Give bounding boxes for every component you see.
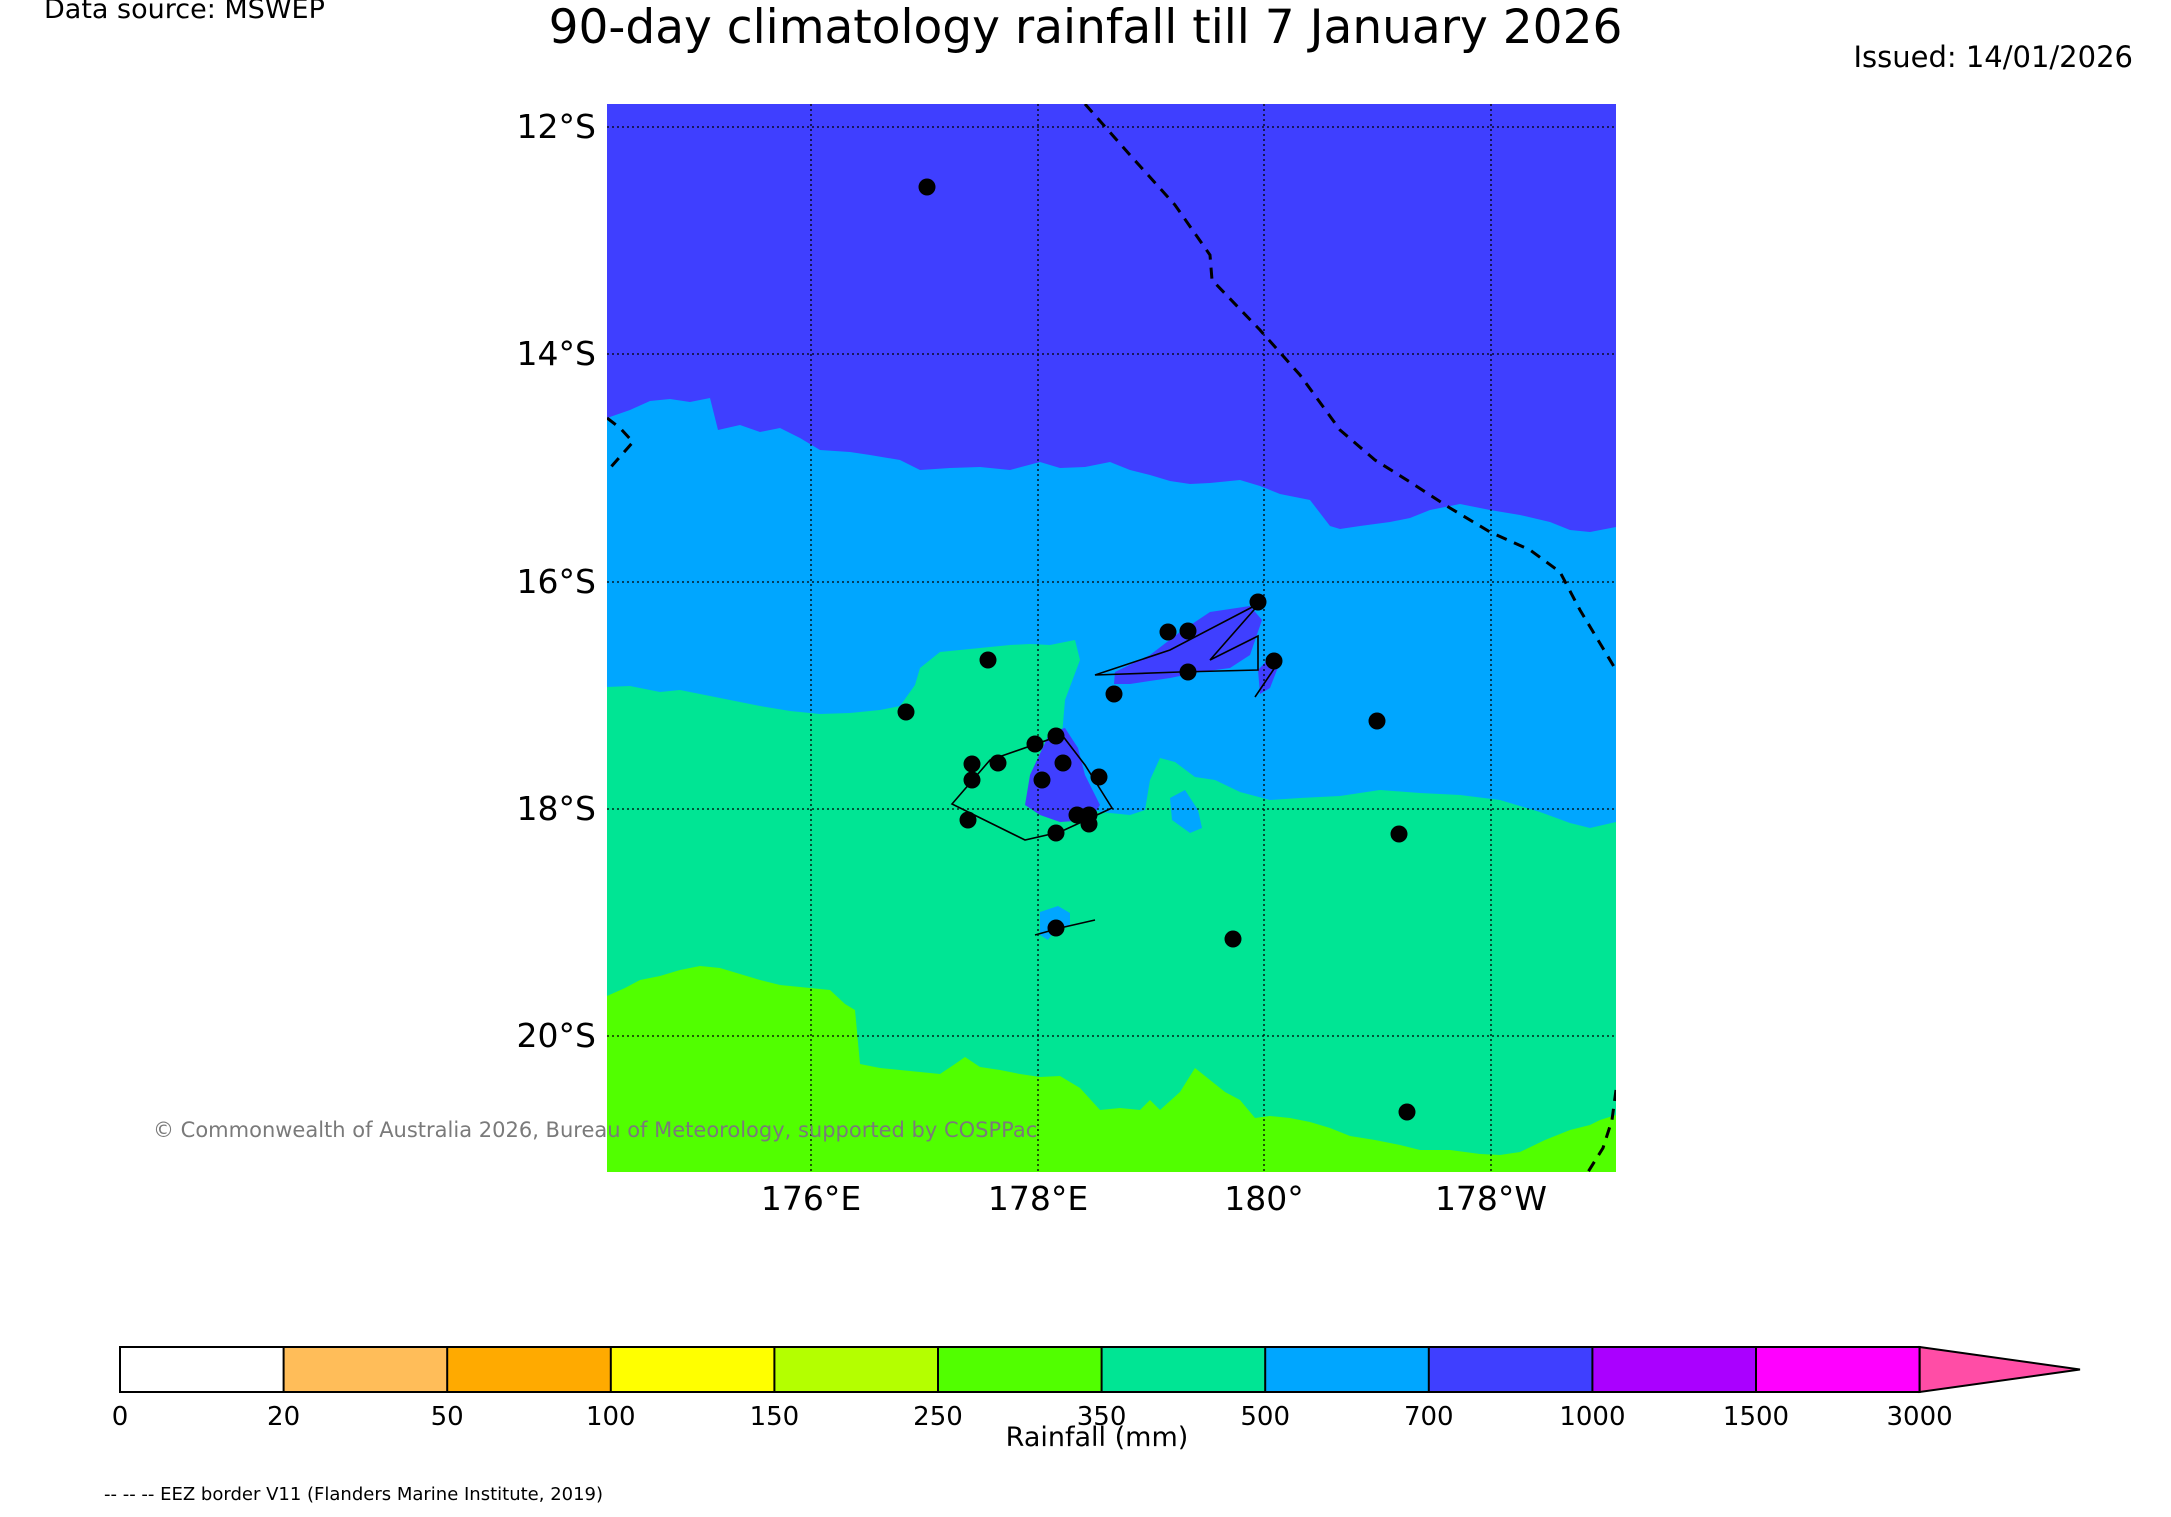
- station-marker: [1179, 663, 1197, 681]
- colorbar-swatch-50-100: [447, 1347, 611, 1392]
- colorbar-swatch-500-700: [1265, 1347, 1429, 1392]
- lat-label-14s: 14°S: [517, 334, 596, 373]
- colorbar-tick-0: 0: [112, 1402, 129, 1432]
- colorbar: 0 20 50 100 150 250 350 500 700 1000 150…: [112, 1345, 2081, 1432]
- station-marker: [1026, 735, 1044, 753]
- station-marker: [1159, 623, 1177, 641]
- colorbar-swatch-0-20: [120, 1347, 284, 1392]
- colorbar-tick-20: 20: [267, 1402, 300, 1432]
- lat-label-20s: 20°S: [517, 1016, 596, 1055]
- colorbar-tick-350: 350: [1077, 1402, 1127, 1432]
- band-250-350: [607, 966, 1616, 1172]
- station-marker: [1368, 712, 1386, 730]
- lon-label-178e: 178°E: [988, 1179, 1088, 1218]
- colorbar-tick-700: 700: [1404, 1402, 1454, 1432]
- station-marker: [1249, 593, 1267, 611]
- station-marker: [1105, 685, 1123, 703]
- station-marker: [1080, 815, 1098, 833]
- station-marker: [1398, 1103, 1416, 1121]
- band-350-500: [607, 640, 1616, 1172]
- colorbar-swatch-150-250: [774, 1347, 938, 1392]
- colorbar-swatch-700-1000: [1428, 1347, 1593, 1392]
- station-marker: [963, 771, 981, 789]
- colorbar-swatch-250-350: [938, 1347, 1102, 1392]
- lon-label-180: 180°: [1224, 1179, 1304, 1218]
- station-marker: [1047, 727, 1065, 745]
- colorbar-tick-500: 500: [1240, 1402, 1290, 1432]
- lat-label-16s: 16°S: [517, 562, 596, 601]
- station-marker: [1047, 824, 1065, 842]
- lon-label-176e: 176°E: [761, 1179, 861, 1218]
- rainfall-field: [607, 104, 1616, 1172]
- lon-label-178w: 178°W: [1435, 1179, 1547, 1218]
- colorbar-swatch-1000-1500: [1592, 1347, 1756, 1392]
- colorbar-tick-150: 150: [750, 1402, 800, 1432]
- colorbar-swatch-100-150: [610, 1347, 775, 1392]
- eez-legend-note: -- -- -- EEZ border V11 (Flanders Marine…: [104, 1484, 604, 1505]
- station-marker: [959, 811, 977, 829]
- colorbar-tick-250: 250: [913, 1402, 963, 1432]
- colorbar-extend-arrow: [1918, 1345, 2081, 1394]
- station-marker: [1054, 754, 1072, 772]
- eez-border: [607, 104, 1616, 1172]
- station-marker: [1033, 771, 1051, 789]
- map-title: 90-day climatology rainfall till 7 Janua…: [548, 0, 1623, 55]
- station-marker: [1090, 768, 1108, 786]
- station-marker: [989, 754, 1007, 772]
- station-marker: [1265, 652, 1283, 670]
- station-marker: [1179, 622, 1197, 640]
- colorbar-tick-50: 50: [431, 1402, 464, 1432]
- station-marker: [918, 178, 936, 196]
- station-markers: [897, 178, 1416, 1121]
- graticule: [607, 104, 1616, 1172]
- issued-date: Issued: 14/01/2026: [1853, 40, 2133, 74]
- longitude-labels: 176°E 178°E 180° 178°W: [761, 1179, 1547, 1218]
- station-marker: [1390, 825, 1408, 843]
- band-500-700-pocket: [1170, 790, 1202, 833]
- colorbar-swatch-20-50: [283, 1347, 448, 1392]
- colorbar-swatch-1500-3000: [1756, 1347, 1920, 1392]
- data-source-label: Data source: MSWEP: [44, 0, 325, 25]
- colorbar-tick-1000: 1000: [1559, 1402, 1625, 1432]
- band-700-1000-island-2: [1114, 606, 1262, 684]
- colorbar-tick-100: 100: [586, 1402, 636, 1432]
- station-marker: [1224, 930, 1242, 948]
- station-marker: [897, 703, 915, 721]
- lat-label-18s: 18°S: [517, 789, 596, 828]
- colorbar-swatch-350-500: [1101, 1347, 1266, 1392]
- colorbar-tick-1500: 1500: [1723, 1402, 1789, 1432]
- station-marker: [1047, 919, 1065, 937]
- latitude-labels: 12°S 14°S 16°S 18°S 20°S: [517, 107, 596, 1055]
- station-marker: [1068, 806, 1086, 824]
- colorbar-tick-3000: 3000: [1887, 1402, 1953, 1432]
- station-marker: [963, 755, 981, 773]
- copyright-notice: © Commonwealth of Australia 2026, Bureau…: [153, 1118, 1038, 1142]
- colorbar-title: Rainfall (mm): [1005, 1422, 1189, 1453]
- station-marker: [979, 651, 997, 669]
- lat-label-12s: 12°S: [517, 107, 596, 146]
- band-700-1000-island: [1025, 728, 1100, 822]
